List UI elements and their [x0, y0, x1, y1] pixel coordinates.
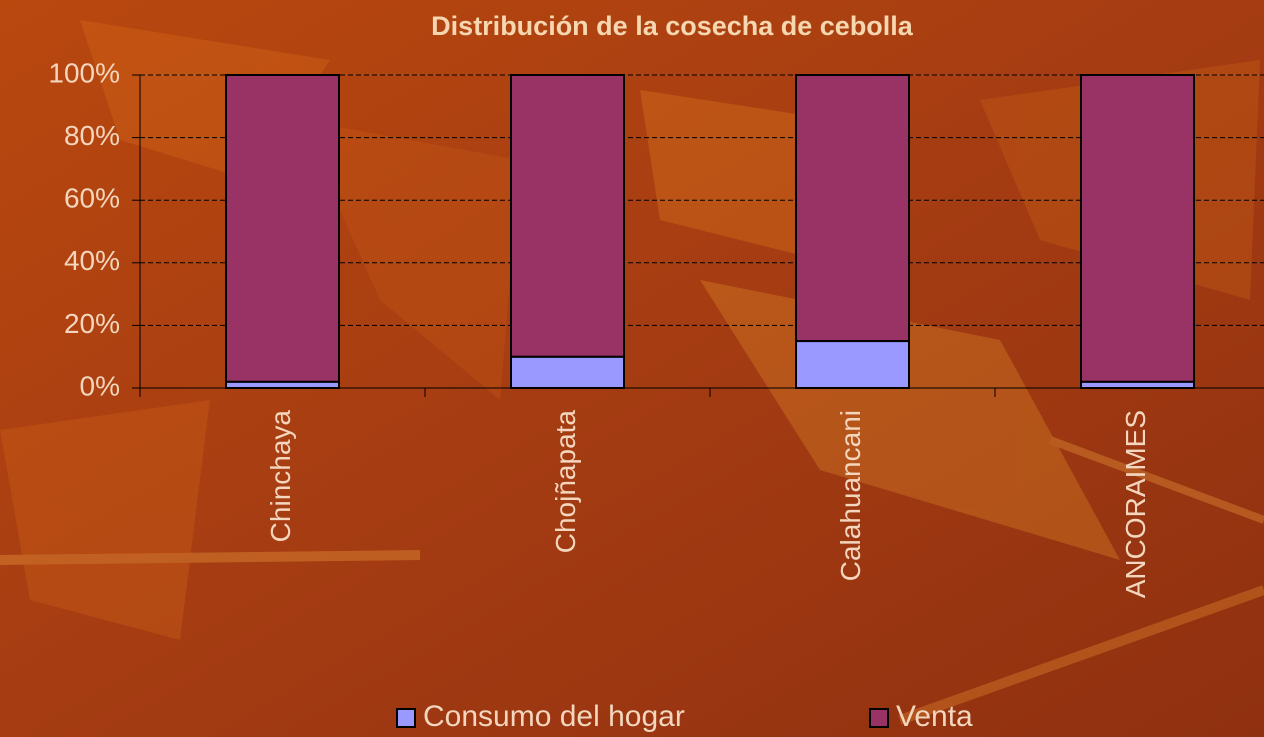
- y-tick-label: 100%: [48, 57, 120, 88]
- x-tick-label: Chinchaya: [265, 410, 296, 543]
- y-tick-label: 80%: [64, 120, 120, 151]
- x-tick-label: Calahuancani: [835, 410, 866, 581]
- bar-segment: [225, 74, 340, 383]
- chart-title: Distribución de la cosecha de cebolla: [431, 11, 914, 41]
- x-tick-label: ANCORAIMES: [1120, 410, 1151, 598]
- legend-label: Consumo del hogar: [423, 700, 685, 733]
- legend-swatch: [869, 708, 889, 728]
- bar-segment: [510, 355, 625, 390]
- y-tick-label: 20%: [64, 308, 120, 339]
- y-tick-label: 0%: [80, 370, 120, 401]
- bar-segment: [795, 74, 910, 343]
- bar-segment: [1080, 74, 1195, 383]
- bar-segment: [795, 340, 910, 389]
- bar-segment: [510, 74, 625, 358]
- y-tick-label: 40%: [64, 245, 120, 276]
- legend-swatch: [396, 708, 416, 728]
- legend-label: Venta: [896, 700, 973, 733]
- x-tick-label: Chojñapata: [550, 410, 581, 554]
- y-tick-label: 60%: [64, 183, 120, 214]
